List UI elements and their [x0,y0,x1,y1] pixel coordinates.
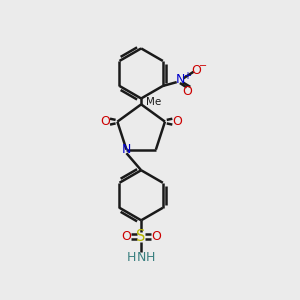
Text: O: O [182,85,192,98]
Text: N: N [122,143,131,156]
Text: N: N [176,73,185,86]
Text: N: N [136,251,146,264]
Text: Me: Me [146,97,161,107]
Text: H: H [127,251,136,264]
Text: −: − [199,61,207,71]
Text: O: O [191,64,201,77]
Text: +: + [183,71,191,81]
Text: O: O [100,115,110,128]
Text: O: O [121,230,131,243]
Text: H: H [146,251,155,264]
Text: S: S [136,229,146,244]
Text: O: O [172,115,182,128]
Text: O: O [152,230,161,243]
